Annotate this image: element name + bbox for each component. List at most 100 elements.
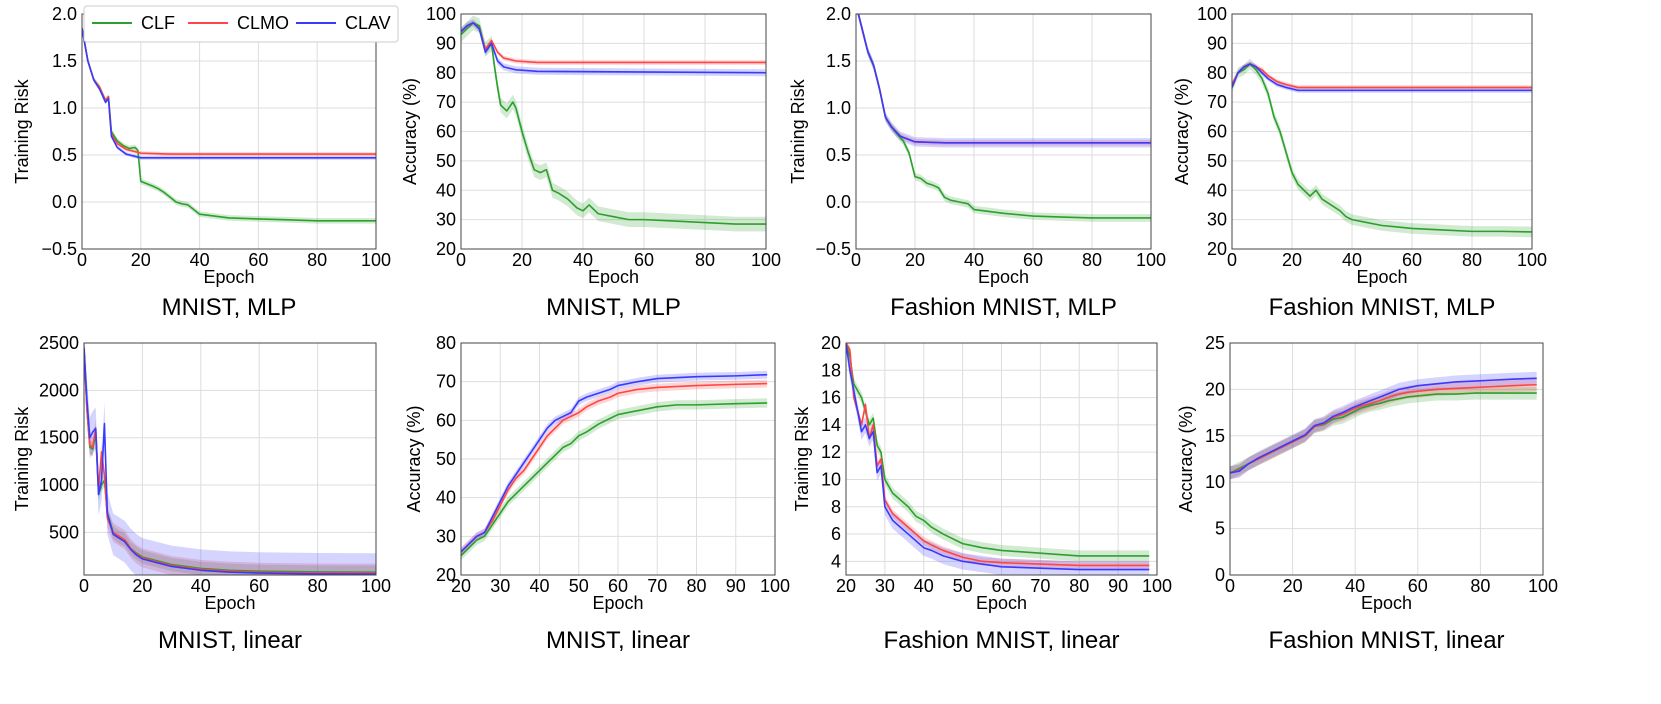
- band-clav: [461, 370, 768, 556]
- plot-series: [82, 25, 376, 224]
- x-tick-label: 60: [634, 250, 654, 270]
- x-tick-label: 40: [190, 250, 210, 270]
- x-tick-label: 60: [608, 576, 628, 596]
- band-clav: [84, 343, 376, 575]
- series-line-clav: [84, 347, 376, 575]
- plot-area: [1230, 343, 1543, 575]
- y-tick-label: 25: [1205, 333, 1225, 353]
- series-line-clmo: [1230, 383, 1537, 474]
- x-tick-label: 50: [569, 576, 589, 596]
- x-tick-label: 20: [451, 576, 471, 596]
- series-line-clf: [846, 343, 1150, 557]
- x-tick-label: 20: [905, 250, 925, 270]
- series-line-clav: [461, 22, 766, 74]
- x-tick-label: 0: [1225, 576, 1235, 596]
- legend-label-clf: CLF: [141, 13, 175, 33]
- x-axis-label: Epoch: [203, 267, 254, 287]
- x-tick-label: 20: [512, 250, 532, 270]
- chart-panel-6: 20 30 40 50 60 70 80 90 100 20 30 40 50 60 70 80 Epoch Ac…: [404, 333, 790, 654]
- y-tick-label: 40: [1207, 180, 1227, 200]
- panel-caption: Fashion MNIST, MLP: [890, 294, 1117, 321]
- y-tick-label: 30: [436, 210, 456, 230]
- x-axis-label: Epoch: [592, 593, 643, 613]
- x-tick-label: 60: [248, 250, 268, 270]
- x-tick-label: 80: [307, 250, 327, 270]
- legend-box: [83, 5, 399, 43]
- y-tick-label: 500: [49, 522, 79, 542]
- panel-caption: MNIST, MLP: [546, 294, 681, 321]
- y-tick-label: 15: [1205, 426, 1225, 446]
- x-tick-label: 40: [964, 250, 984, 270]
- y-tick-label: 50: [1207, 151, 1227, 171]
- x-tick-label: 60: [991, 576, 1011, 596]
- axes-frame: [83, 342, 377, 576]
- y-axis-label: Training Risk: [12, 406, 32, 511]
- y-tick-label: 20: [1205, 379, 1225, 399]
- axes-frame: [1231, 13, 1533, 250]
- plot-series: [846, 343, 1150, 575]
- band-clf: [461, 15, 766, 232]
- legend: CLF CLMO CLAV: [83, 5, 399, 43]
- axes-frame: [460, 13, 767, 250]
- y-tick-label: 8: [831, 497, 841, 517]
- x-tick-label: 70: [1030, 576, 1050, 596]
- series-line-clav: [857, 14, 1151, 144]
- y-tick-label: 20: [436, 565, 456, 585]
- x-tick-label: 100: [760, 576, 790, 596]
- y-tick-label: 80: [1207, 63, 1227, 83]
- x-tick-label: 30: [875, 576, 895, 596]
- y-tick-label: 90: [1207, 33, 1227, 53]
- x-tick-label: 100: [1136, 250, 1166, 270]
- x-tick-label: 100: [1528, 576, 1558, 596]
- y-tick-label: 60: [436, 410, 456, 430]
- x-tick-label: 20: [131, 250, 151, 270]
- y-tick-label: 10: [821, 469, 841, 489]
- series-line-clmo: [84, 347, 376, 574]
- x-tick-label: 80: [308, 576, 328, 596]
- panel-caption: MNIST, linear: [546, 627, 690, 654]
- chart-panel-2: 0 20 40 60 80 1002030405060708090100EpochAccu…: [400, 4, 781, 321]
- x-axis-label: Epoch: [1356, 267, 1407, 287]
- x-tick-label: 40: [529, 576, 549, 596]
- y-tick-label: 20: [821, 333, 841, 353]
- x-tick-label: 20: [836, 576, 856, 596]
- y-tick-label: 30: [1207, 210, 1227, 230]
- y-tick-label: 0.0: [826, 192, 851, 212]
- y-tick-label: 1500: [39, 428, 79, 448]
- y-tick-label: 1000: [39, 475, 79, 495]
- x-tick-label: 80: [1082, 250, 1102, 270]
- x-tick-label: 90: [1108, 576, 1128, 596]
- y-axis-label: Training Risk: [792, 406, 812, 511]
- chart-panel-3: 0 20 40 60 80 100 −0.5 0.0 0.5 1.0 1.5 2.0 Epoch Trai…: [788, 4, 1166, 321]
- band-clav: [461, 19, 766, 77]
- series-line-clf: [461, 402, 768, 557]
- x-tick-label: 50: [953, 576, 973, 596]
- x-tick-label: 100: [751, 250, 781, 270]
- y-tick-label: 80: [436, 333, 456, 353]
- y-tick-label: 16: [821, 388, 841, 408]
- x-tick-label: 40: [1345, 576, 1365, 596]
- y-tick-label: −0.5: [815, 239, 851, 259]
- y-tick-label: 40: [436, 488, 456, 508]
- x-tick-label: 80: [1462, 250, 1482, 270]
- x-tick-label: 90: [726, 576, 746, 596]
- panel-caption: MNIST, linear: [158, 627, 302, 654]
- legend-label-clav: CLAV: [345, 13, 391, 33]
- series-line-clf: [1232, 63, 1532, 233]
- plot-series: [461, 370, 768, 561]
- panels: 0 20 40 60 80 100−0.50.00.51.01.52.0EpochTrai…: [12, 4, 1558, 654]
- band-clmo: [461, 20, 766, 65]
- plot-series: [857, 14, 1151, 222]
- y-tick-label: 50: [436, 449, 456, 469]
- x-tick-label: 100: [361, 250, 391, 270]
- panel-caption: Fashion MNIST, linear: [1268, 627, 1504, 654]
- panel-caption: Fashion MNIST, linear: [883, 627, 1119, 654]
- x-tick-label: 0: [79, 576, 89, 596]
- y-tick-label: 70: [1207, 92, 1227, 112]
- y-axis-label: Accuracy (%): [1172, 78, 1192, 185]
- y-tick-label: 0.5: [52, 145, 77, 165]
- y-tick-label: 2000: [39, 380, 79, 400]
- y-tick-label: 1.5: [826, 51, 851, 71]
- x-tick-label: 20: [1283, 576, 1303, 596]
- y-tick-label: −0.5: [41, 239, 77, 259]
